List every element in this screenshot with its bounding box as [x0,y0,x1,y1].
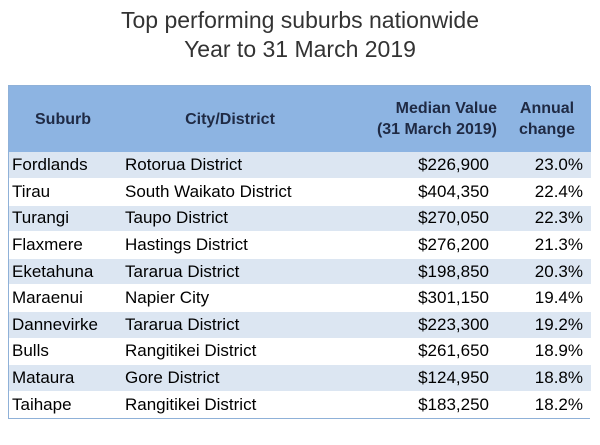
cell-annual: 19.2% [503,311,591,339]
table-row: Mataura Gore District $124,950 18.8% [9,364,591,392]
cell-annual: 18.9% [503,338,591,366]
cell-suburb: Eketahuna [9,258,117,286]
cell-suburb: Dannevirke [9,311,117,339]
cell-median: $223,300 [343,311,503,339]
table-row: Turangi Taupo District $270,050 22.3% [9,205,591,233]
header-suburb: Suburb [9,86,117,152]
table-body: Fordlands Rotorua District $226,900 23.0… [9,152,591,419]
cell-annual: 18.2% [503,391,591,419]
cell-suburb: Turangi [9,205,117,233]
table-row: Eketahuna Tararua District $198,850 20.3… [9,258,591,286]
cell-city: Napier City [117,284,343,313]
cell-city: Rangitikei District [117,338,343,366]
page-title: Top performing suburbs nationwide Year t… [0,6,600,64]
cell-median: $301,150 [343,284,503,313]
table-row: Tirau South Waikato District $404,350 22… [9,178,591,206]
cell-median: $183,250 [343,391,503,419]
header-annual-line-1: Annual [519,100,575,117]
cell-median: $261,650 [343,338,503,366]
header-median-line-2: (31 March 2019) [376,121,497,138]
table-row: Dannevirke Tararua District $223,300 19.… [9,311,591,339]
cell-annual: 23.0% [503,152,591,180]
cell-suburb: Tirau [9,178,117,206]
title-line-2: Year to 31 March 2019 [184,36,416,62]
cell-median: $226,900 [343,152,503,180]
cell-city: Rotorua District [117,152,343,180]
cell-annual: 19.4% [503,284,591,313]
cell-city: Taupo District [117,205,343,233]
cell-suburb: Fordlands [9,152,117,180]
cell-median: $276,200 [343,231,503,259]
cell-median: $404,350 [343,178,503,206]
cell-median: $124,950 [343,364,503,392]
cell-median: $270,050 [343,205,503,233]
title-line-1: Top performing suburbs nationwide [121,7,479,33]
header-annual-change: Annual change [503,86,591,152]
suburbs-table-container: Suburb City/District Median Value (31 Ma… [8,85,591,420]
table-row: Maraenui Napier City $301,150 19.4% [9,284,591,313]
cell-annual: 22.4% [503,178,591,206]
cell-annual: 20.3% [503,258,591,286]
cell-city: Hastings District [117,231,343,259]
cell-city: Rangitikei District [117,391,343,419]
cell-annual: 21.3% [503,231,591,259]
cell-suburb: Flaxmere [9,231,117,259]
cell-annual: 22.3% [503,205,591,233]
cell-city: South Waikato District [117,178,343,206]
cell-suburb: Taihape [9,391,117,419]
suburbs-table: Suburb City/District Median Value (31 Ma… [9,86,591,419]
cell-city: Tararua District [117,258,343,286]
header-median-line-1: Median Value [395,100,497,117]
cell-suburb: Maraenui [9,284,117,313]
cell-median: $198,850 [343,258,503,286]
table-row: Flaxmere Hastings District $276,200 21.3… [9,231,591,259]
cell-suburb: Mataura [9,364,117,392]
header-row: Suburb City/District Median Value (31 Ma… [9,86,591,152]
header-annual-line-2: change [518,121,575,138]
cell-city: Gore District [117,364,343,392]
table-row: Fordlands Rotorua District $226,900 23.0… [9,152,591,180]
cell-annual: 18.8% [503,364,591,392]
cell-city: Tararua District [117,311,343,339]
header-median-value: Median Value (31 March 2019) [343,86,503,152]
table-row: Bulls Rangitikei District $261,650 18.9% [9,338,591,366]
table-header: Suburb City/District Median Value (31 Ma… [9,86,591,152]
header-city-district: City/District [117,86,343,152]
table-row: Taihape Rangitikei District $183,250 18.… [9,391,591,419]
cell-suburb: Bulls [9,338,117,366]
